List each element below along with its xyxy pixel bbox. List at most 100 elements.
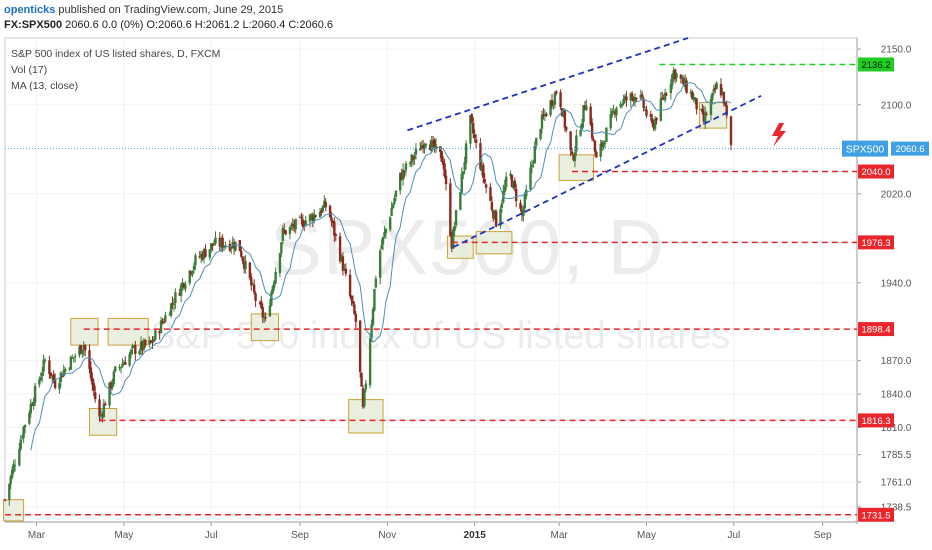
candle-body — [494, 211, 498, 227]
candle-body — [234, 241, 237, 251]
legend-volume: Vol (17) — [11, 64, 48, 76]
candle-body — [184, 284, 187, 289]
candle-body — [563, 110, 567, 128]
candle-body — [128, 354, 131, 366]
candle-body — [152, 339, 156, 342]
level-price-label: 2136.2 — [861, 60, 890, 71]
candle-body — [300, 217, 303, 219]
candle-body — [142, 340, 146, 350]
candle-body — [104, 403, 107, 406]
candle-body — [701, 109, 704, 113]
candle-body — [290, 225, 293, 227]
candle-body — [82, 344, 85, 351]
candle-body — [324, 202, 327, 208]
candle-body — [109, 382, 113, 389]
candle-body — [310, 214, 313, 217]
candle-body — [429, 144, 432, 151]
candle-body — [523, 194, 526, 209]
candle-body — [603, 143, 607, 145]
candle-body — [132, 345, 136, 347]
candle-body — [453, 226, 456, 231]
candle-body — [228, 243, 232, 251]
candle-body — [555, 91, 558, 94]
candle-body — [381, 236, 385, 245]
candle-body — [520, 209, 524, 215]
time-axis-label: Jul — [727, 530, 740, 541]
candle-body — [645, 109, 648, 116]
candle-body — [222, 245, 226, 248]
candle-body — [348, 274, 352, 297]
candle-body — [569, 131, 572, 151]
candle-body — [414, 148, 418, 155]
candle-body — [43, 359, 47, 362]
candle-body — [333, 221, 336, 236]
candle-body — [340, 255, 343, 262]
candle-body — [463, 162, 466, 171]
candle-body — [278, 253, 282, 274]
candle-body — [378, 250, 382, 278]
candle-body — [513, 180, 516, 188]
symbol-ticker[interactable]: FX:SPX500 — [4, 19, 63, 31]
candle-body — [510, 175, 514, 188]
candle-body — [3, 499, 7, 501]
candle-body — [612, 110, 615, 112]
candle-body — [522, 208, 525, 217]
author-link[interactable]: openticks — [4, 4, 56, 16]
watermark-description: S&P 500 index of US listed shares — [150, 315, 731, 357]
candle-body — [148, 340, 151, 345]
candle-body — [459, 191, 462, 210]
legend-ma: MA (13, close) — [11, 80, 79, 92]
price-axis-label: 1761.0 — [881, 477, 912, 488]
candle-body — [129, 349, 133, 355]
candle-body — [368, 338, 372, 386]
candle-body — [242, 260, 246, 269]
candle-body — [48, 360, 51, 375]
candle-body — [472, 122, 475, 134]
candle-body — [709, 99, 713, 115]
candle-body — [449, 183, 452, 236]
candle-body — [199, 253, 203, 258]
candle-body — [9, 476, 12, 485]
annotation-box — [3, 499, 25, 522]
candle-body — [49, 372, 53, 377]
candle-body — [304, 220, 307, 226]
candle-body — [691, 91, 694, 100]
candle-body — [404, 163, 408, 171]
candle-body — [323, 200, 326, 208]
candle-body — [512, 181, 515, 189]
legend-title: S&P 500 index of US listed shares, D, FX… — [11, 48, 221, 60]
candle-body — [489, 187, 492, 201]
candle-body — [202, 249, 206, 259]
candle-body — [550, 100, 554, 106]
candle-body — [490, 201, 494, 211]
candle-body — [73, 355, 77, 357]
candle-body — [715, 82, 718, 90]
candle-body — [390, 208, 393, 216]
candle-body — [625, 96, 628, 101]
candle-body — [504, 176, 508, 187]
level-price-label: 1731.5 — [861, 510, 890, 521]
candle-body — [308, 214, 312, 222]
candle-body — [28, 413, 31, 424]
candle-body — [682, 78, 685, 86]
candle-body — [643, 109, 647, 111]
candle-body — [559, 92, 562, 108]
candle-body — [484, 184, 488, 188]
price-axis-label: 2020.0 — [881, 189, 912, 200]
candle-body — [632, 97, 635, 102]
candle-body — [311, 215, 315, 222]
time-axis-label: Sep — [814, 530, 832, 541]
candle-body — [151, 341, 154, 343]
candle-body — [178, 292, 181, 296]
candle-body — [221, 237, 224, 249]
candle-body — [252, 284, 256, 293]
candle-body — [71, 357, 74, 359]
candle-body — [364, 383, 368, 390]
candle-body — [78, 346, 81, 356]
candle-body — [565, 127, 568, 131]
current-price-label: 2060.6 — [895, 144, 924, 155]
candle-body — [653, 119, 657, 130]
candle-body — [211, 243, 214, 246]
candle-body — [473, 134, 476, 139]
